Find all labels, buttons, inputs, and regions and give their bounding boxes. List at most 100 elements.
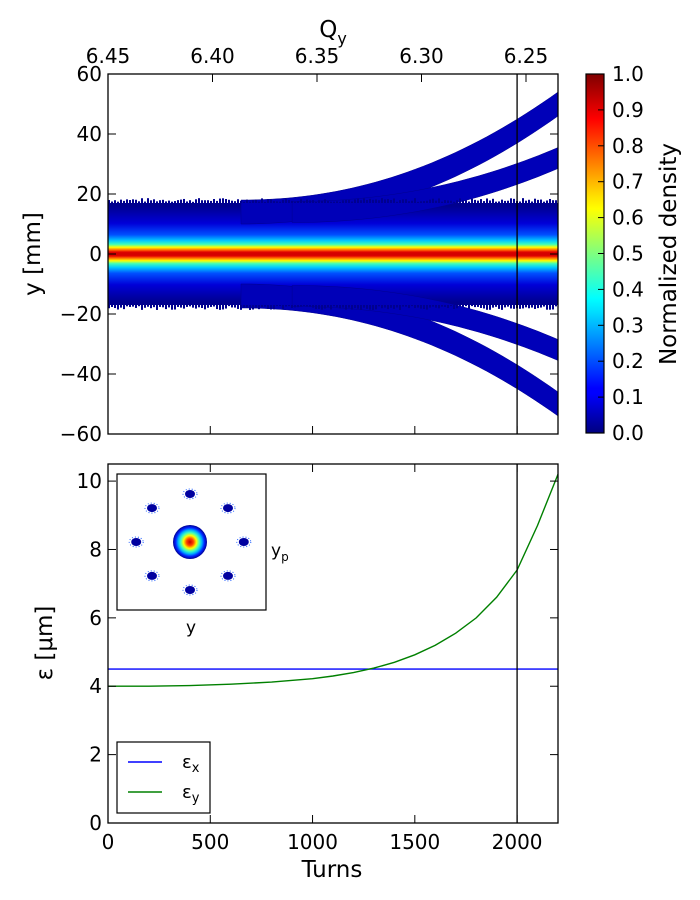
halo-edge-speck bbox=[549, 198, 551, 203]
halo-edge-speck bbox=[507, 305, 509, 307]
halo-edge-speck bbox=[351, 305, 353, 310]
halo-edge-speck bbox=[555, 200, 557, 203]
halo-edge-speck bbox=[186, 305, 188, 307]
halo-edge-speck bbox=[147, 198, 149, 203]
halo-edge-speck bbox=[114, 200, 116, 203]
halo-edge-speck bbox=[486, 305, 488, 310]
halo-edge-speck bbox=[447, 200, 449, 203]
halo-edge-speck bbox=[312, 305, 314, 308]
halo-edge-speck bbox=[345, 305, 347, 310]
inset-island-halo bbox=[182, 584, 198, 596]
halo-edge-speck bbox=[465, 305, 467, 307]
top-ytick-label: −60 bbox=[60, 422, 102, 446]
halo-edge-speck bbox=[222, 305, 224, 310]
top-ytick-label: 20 bbox=[77, 182, 102, 206]
halo-edge-speck bbox=[132, 305, 134, 307]
halo-edge-speck bbox=[327, 200, 329, 203]
lower-inner-branch bbox=[291, 285, 558, 361]
halo-edge-speck bbox=[156, 201, 158, 203]
halo-edge-speck bbox=[420, 201, 422, 203]
top-qy-ticks: 6.45 6.40 6.35 6.30 6.25 bbox=[86, 44, 548, 82]
halo-edge-speck bbox=[285, 305, 287, 307]
halo-edge-speck bbox=[480, 305, 482, 308]
halo-edge-speck bbox=[198, 198, 200, 203]
inset-island bbox=[238, 538, 249, 546]
halo-edge-speck bbox=[138, 201, 140, 203]
halo-edge-speck bbox=[465, 200, 467, 203]
halo-edge-speck bbox=[234, 201, 236, 203]
halo-edge-speck bbox=[132, 199, 134, 203]
inset-island bbox=[223, 571, 233, 580]
halo-edge-speck bbox=[453, 305, 455, 309]
inset-island-halo bbox=[128, 536, 144, 548]
halo-edge-speck bbox=[336, 305, 338, 308]
halo-edge-speck bbox=[162, 199, 164, 203]
halo-edge-speck bbox=[519, 201, 521, 203]
halo-edge-speck bbox=[210, 200, 212, 203]
halo-edge-speck bbox=[348, 305, 350, 308]
density-heatmap bbox=[108, 91, 558, 417]
halo-edge-speck bbox=[489, 200, 491, 203]
halo-edge-speck bbox=[159, 305, 161, 307]
halo-edge-speck bbox=[267, 305, 269, 309]
halo-edge-speck bbox=[453, 201, 455, 203]
bottom-ytick-label: 10 bbox=[77, 469, 102, 493]
halo-edge-speck bbox=[108, 305, 110, 309]
halo-edge-speck bbox=[222, 198, 224, 203]
colorbar-tick-label: 0.3 bbox=[612, 313, 644, 337]
halo-edge-speck bbox=[279, 305, 281, 307]
halo-edge-speck bbox=[309, 200, 311, 203]
halo-edge-speck bbox=[261, 305, 263, 308]
halo-edge-speck bbox=[396, 201, 398, 203]
halo-edge-speck bbox=[135, 305, 137, 308]
halo-edge-speck bbox=[219, 305, 221, 310]
halo-edge-speck bbox=[243, 305, 245, 308]
halo-edge-speck bbox=[387, 305, 389, 310]
halo-edge-speck bbox=[210, 305, 212, 307]
halo-edge-speck bbox=[435, 200, 437, 203]
halo-edge-speck bbox=[417, 201, 419, 203]
halo-edge-speck bbox=[324, 305, 326, 309]
halo-edge-speck bbox=[270, 305, 272, 310]
halo-edge-speck bbox=[138, 305, 140, 307]
halo-edge-speck bbox=[246, 199, 248, 203]
halo-edge-speck bbox=[282, 305, 284, 310]
halo-edge-speck bbox=[543, 305, 545, 307]
colorbar-tick-label: 0.4 bbox=[612, 277, 644, 301]
halo-edge-speck bbox=[165, 201, 167, 203]
halo-edge-speck bbox=[408, 201, 410, 203]
halo-edge-speck bbox=[240, 200, 242, 203]
halo-edge-speck bbox=[501, 305, 503, 310]
halo-edge-speck bbox=[294, 201, 296, 203]
bottom-ytick-label: 4 bbox=[89, 674, 102, 698]
halo-edge-speck bbox=[225, 305, 227, 309]
halo-edge-speck bbox=[258, 305, 260, 310]
bottom-xtick-label: 1000 bbox=[287, 830, 338, 854]
halo-edge-speck bbox=[165, 305, 167, 310]
halo-edge-speck bbox=[369, 305, 371, 310]
top-xlabel-qy: Qy bbox=[319, 17, 347, 48]
halo-edge-speck bbox=[255, 199, 257, 203]
halo-edge-speck bbox=[432, 198, 434, 203]
series-line-εy bbox=[108, 474, 558, 687]
halo-edge-speck bbox=[555, 305, 557, 307]
bottom-xtick-label: 1500 bbox=[389, 830, 440, 854]
halo-edge-speck bbox=[435, 305, 437, 308]
halo-edge-speck bbox=[459, 305, 461, 307]
halo-edge-speck bbox=[252, 200, 254, 203]
halo-edge-speck bbox=[201, 200, 203, 203]
phase-space-inset: y yp bbox=[116, 473, 289, 638]
colorbar-tick-label: 0.5 bbox=[612, 242, 644, 266]
halo-edge-speck bbox=[330, 305, 332, 310]
halo-edge-speck bbox=[375, 199, 377, 203]
halo-edge-speck bbox=[183, 305, 185, 309]
legend-label-ey: εy bbox=[182, 782, 200, 806]
halo-edge-speck bbox=[504, 200, 506, 203]
halo-edge-speck bbox=[144, 305, 146, 308]
halo-edge-speck bbox=[123, 200, 125, 203]
halo-edge-speck bbox=[405, 305, 407, 307]
halo-edge-speck bbox=[300, 305, 302, 307]
bottom-ytick-label: 2 bbox=[89, 743, 102, 767]
halo-edge-speck bbox=[375, 305, 377, 310]
